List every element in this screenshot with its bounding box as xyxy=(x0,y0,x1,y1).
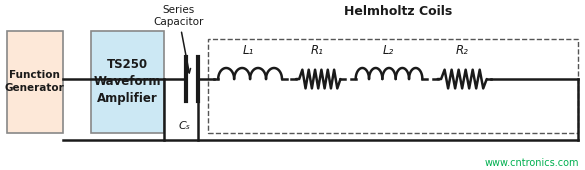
Text: Cₛ: Cₛ xyxy=(178,121,190,131)
Text: TS250
Waveform
Amplifier: TS250 Waveform Amplifier xyxy=(94,58,161,105)
Bar xyxy=(91,31,164,133)
Text: Helmholtz Coils: Helmholtz Coils xyxy=(343,5,452,18)
Bar xyxy=(208,39,578,133)
Text: R₂: R₂ xyxy=(456,44,469,57)
Bar xyxy=(7,31,63,133)
Text: L₁: L₁ xyxy=(243,44,254,57)
Text: L₂: L₂ xyxy=(382,44,394,57)
Text: R₁: R₁ xyxy=(311,44,324,57)
Text: Series
Capacitor: Series Capacitor xyxy=(153,5,204,73)
Text: Function
Generator: Function Generator xyxy=(5,70,65,93)
Text: www.cntronics.com: www.cntronics.com xyxy=(484,158,579,168)
